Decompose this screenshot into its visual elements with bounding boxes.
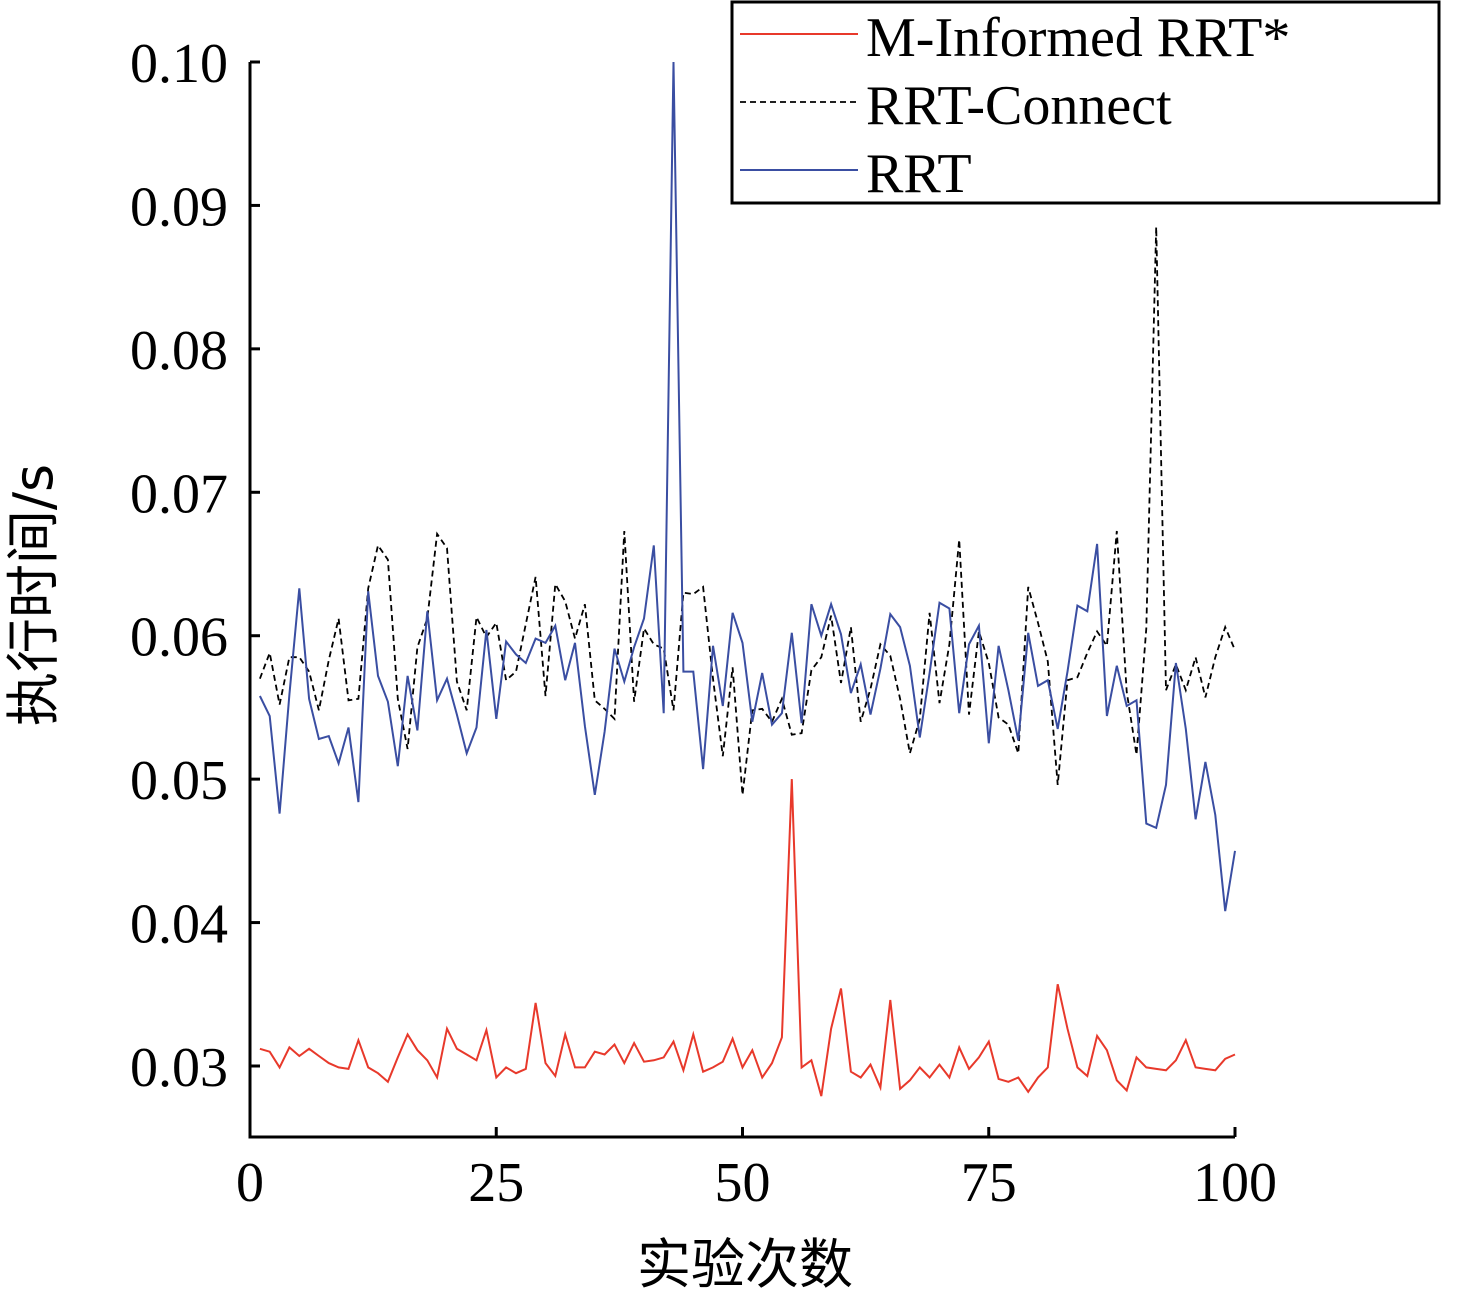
x-tick-label: 100 xyxy=(1193,1152,1277,1214)
x-tick-label: 0 xyxy=(236,1152,264,1214)
series-line-0 xyxy=(259,779,1236,1097)
y-axis-ticks: 0.03 0.04 0.05 0.06 0.07 0.08 0.09 0.10 xyxy=(130,33,260,1099)
legend-label: RRT-Connect xyxy=(866,75,1172,137)
series-layer xyxy=(259,61,1236,1097)
y-tick-label: 0.07 xyxy=(130,463,228,525)
y-tick-label: 0.05 xyxy=(130,750,228,812)
x-tick-label: 25 xyxy=(468,1152,524,1214)
x-tick-label: 50 xyxy=(715,1152,771,1214)
y-tick-label: 0.03 xyxy=(130,1037,228,1099)
legend-label: M-Informed RRT* xyxy=(866,7,1290,69)
axis-frame xyxy=(248,62,1235,1139)
x-tick-label: 75 xyxy=(961,1152,1017,1214)
legend-label: RRT xyxy=(866,143,972,205)
x-axis-ticks: 0 25 50 75 100 xyxy=(236,1127,1277,1214)
y-tick-label: 0.08 xyxy=(130,320,228,382)
x-axis-title: 实验次数 xyxy=(637,1233,853,1292)
series-line-2 xyxy=(259,61,1236,912)
series-line-1 xyxy=(259,226,1236,796)
axes xyxy=(248,62,1235,1139)
y-tick-label: 0.10 xyxy=(130,33,228,95)
y-tick-label: 0.06 xyxy=(130,607,228,669)
y-tick-label: 0.04 xyxy=(130,894,228,956)
y-tick-label: 0.09 xyxy=(130,176,228,238)
y-axis-title: 执行时间/s xyxy=(2,464,65,726)
